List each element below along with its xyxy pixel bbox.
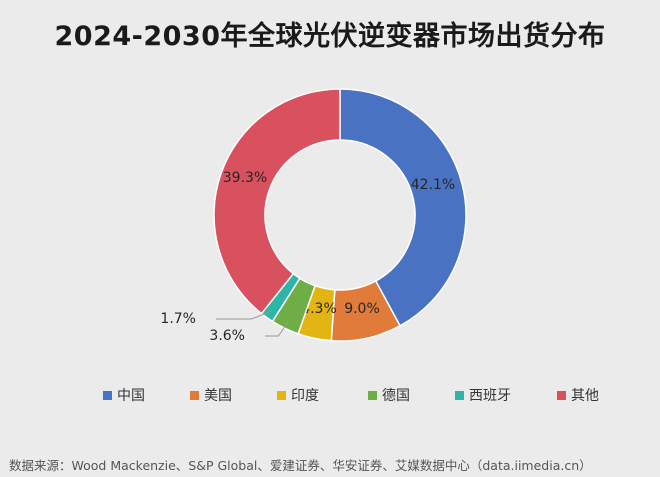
legend-label: 其他 <box>571 388 599 404</box>
slice-0 <box>339 88 467 327</box>
leader-line-3 <box>265 320 289 337</box>
leader-line-4 <box>216 310 272 320</box>
legend-swatch <box>557 390 566 400</box>
legend-label: 印度 <box>291 388 319 404</box>
legend-item: 美国 <box>190 385 232 405</box>
data-label-1: 9.0% <box>344 301 380 317</box>
data-label-4: 1.7% <box>160 311 196 327</box>
legend-item: 印度 <box>277 385 319 405</box>
source-note: 数据来源：Wood Mackenzie、S&P Global、爱建证券、华安证券… <box>9 458 592 473</box>
data-label-5: 39.3% <box>223 170 267 186</box>
legend: 中国 美国 印度 德国 西班牙 其他 <box>0 385 660 407</box>
legend-swatch <box>103 390 112 400</box>
legend-swatch <box>455 390 464 400</box>
legend-item: 中国 <box>103 385 145 405</box>
data-label-0: 42.1% <box>411 177 455 193</box>
legend-swatch <box>190 390 199 400</box>
legend-label: 德国 <box>382 388 410 404</box>
legend-label: 西班牙 <box>469 388 511 404</box>
legend-item: 其他 <box>557 385 599 405</box>
slice-5 <box>213 88 341 315</box>
legend-swatch <box>368 390 377 400</box>
data-label-2: 4.3% <box>301 301 337 317</box>
legend-item: 德国 <box>368 385 410 405</box>
legend-label: 中国 <box>117 388 145 404</box>
legend-item: 西班牙 <box>455 385 511 405</box>
data-label-3: 3.6% <box>209 328 245 344</box>
chart-title: 2024-2030年全球光伏逆变器市场出货分布 <box>54 21 606 52</box>
legend-label: 美国 <box>204 388 232 404</box>
donut-chart: 42.1% 9.0% 4.3% 3.6% 1.7% 39.3% <box>160 88 467 344</box>
legend-swatch <box>277 390 286 400</box>
